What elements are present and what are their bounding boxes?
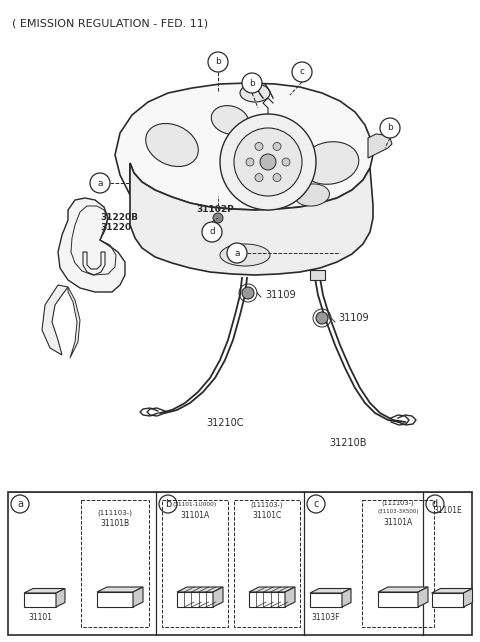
Circle shape: [307, 495, 325, 513]
Circle shape: [292, 62, 312, 82]
Polygon shape: [115, 83, 373, 210]
Text: (111103-): (111103-): [382, 500, 414, 507]
Text: ( EMISSION REGULATION - FED. 11): ( EMISSION REGULATION - FED. 11): [12, 18, 208, 28]
Text: (111103-): (111103-): [97, 510, 132, 517]
Polygon shape: [97, 592, 133, 607]
Text: 31101E: 31101E: [433, 506, 462, 515]
Text: (111103-): (111103-): [251, 502, 283, 508]
Polygon shape: [249, 592, 285, 607]
Circle shape: [282, 158, 290, 166]
Polygon shape: [68, 287, 80, 358]
Ellipse shape: [295, 184, 329, 206]
Text: a: a: [17, 499, 23, 509]
Text: a: a: [97, 178, 103, 187]
Polygon shape: [310, 270, 325, 280]
Text: b: b: [165, 499, 171, 509]
Polygon shape: [213, 587, 223, 607]
Circle shape: [159, 495, 177, 513]
Polygon shape: [342, 589, 351, 607]
Text: 31103F: 31103F: [312, 613, 340, 622]
Circle shape: [90, 173, 110, 193]
Circle shape: [202, 222, 222, 242]
Ellipse shape: [146, 123, 198, 166]
Text: 31109: 31109: [265, 290, 296, 300]
Polygon shape: [130, 163, 373, 275]
Polygon shape: [285, 587, 295, 607]
Text: 31101B: 31101B: [100, 519, 130, 528]
Text: 31101: 31101: [28, 613, 52, 622]
Polygon shape: [177, 587, 223, 592]
Circle shape: [227, 243, 247, 263]
Text: d: d: [209, 227, 215, 236]
Polygon shape: [378, 592, 418, 607]
Circle shape: [380, 118, 400, 138]
Text: b: b: [387, 123, 393, 132]
Circle shape: [426, 495, 444, 513]
Circle shape: [220, 114, 316, 210]
Polygon shape: [133, 587, 143, 607]
Text: 31210B: 31210B: [329, 438, 367, 448]
Circle shape: [246, 158, 254, 166]
Text: c: c: [313, 499, 319, 509]
Polygon shape: [58, 198, 125, 292]
Circle shape: [255, 173, 263, 182]
Text: (31101-1U000): (31101-1U000): [173, 502, 217, 507]
Circle shape: [316, 312, 328, 324]
Polygon shape: [432, 593, 464, 607]
Text: d: d: [432, 499, 438, 509]
Polygon shape: [418, 587, 428, 607]
Text: a: a: [234, 248, 240, 257]
Polygon shape: [368, 134, 392, 158]
Text: c: c: [300, 67, 304, 76]
Polygon shape: [378, 587, 428, 592]
Circle shape: [242, 73, 262, 93]
Polygon shape: [177, 592, 213, 607]
Text: 31101A: 31101A: [180, 511, 210, 520]
Circle shape: [11, 495, 29, 513]
Circle shape: [213, 213, 223, 223]
Polygon shape: [97, 587, 143, 592]
Text: 31220: 31220: [100, 223, 131, 232]
Text: 31101A: 31101A: [384, 518, 413, 527]
Polygon shape: [56, 589, 65, 607]
Text: 31101C: 31101C: [252, 511, 282, 520]
Circle shape: [260, 154, 276, 170]
Polygon shape: [24, 589, 65, 593]
Bar: [81, 500, 149, 627]
Polygon shape: [310, 589, 351, 593]
Polygon shape: [464, 589, 472, 607]
Polygon shape: [432, 589, 472, 593]
Bar: [234, 500, 300, 627]
Polygon shape: [249, 587, 295, 592]
Text: 31210C: 31210C: [206, 418, 244, 428]
Bar: [362, 500, 434, 627]
Polygon shape: [24, 593, 56, 607]
Text: 31102P: 31102P: [196, 205, 234, 214]
Ellipse shape: [211, 106, 249, 134]
Circle shape: [273, 143, 281, 150]
Text: (31103-3X500): (31103-3X500): [377, 509, 419, 514]
Text: b: b: [215, 58, 221, 67]
Text: 31220B: 31220B: [100, 214, 138, 223]
Bar: [8, 492, 472, 635]
Ellipse shape: [301, 142, 359, 184]
Text: 31109: 31109: [338, 313, 369, 323]
Ellipse shape: [220, 244, 270, 266]
Circle shape: [273, 173, 281, 182]
Circle shape: [208, 52, 228, 72]
Text: b: b: [249, 78, 255, 87]
Bar: [162, 500, 228, 627]
Polygon shape: [310, 593, 342, 607]
Circle shape: [234, 128, 302, 196]
Circle shape: [255, 143, 263, 150]
Polygon shape: [42, 285, 68, 355]
Ellipse shape: [240, 84, 270, 102]
Circle shape: [242, 287, 254, 299]
